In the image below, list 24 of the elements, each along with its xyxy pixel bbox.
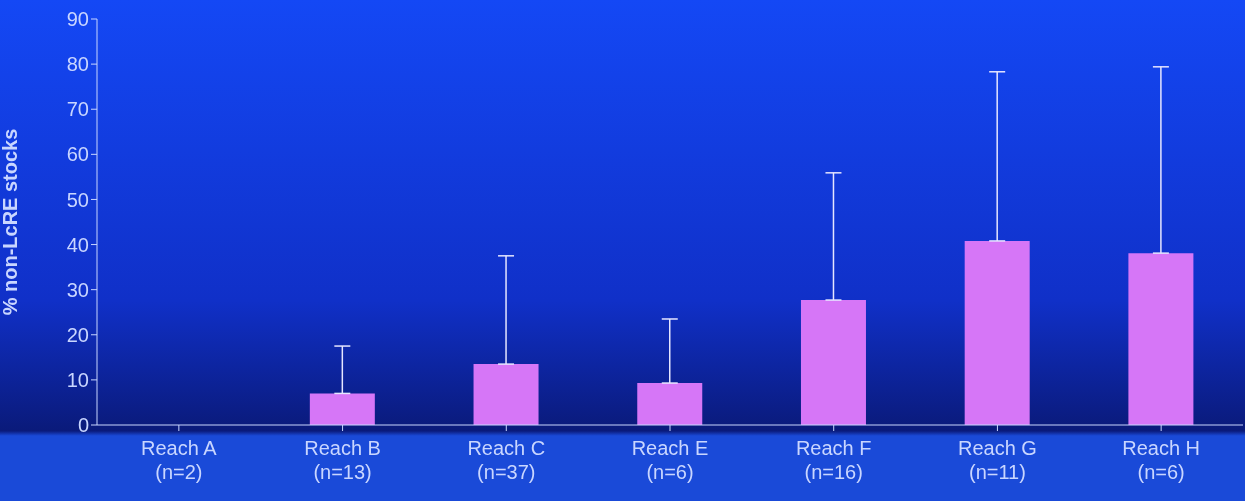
x-tick-label: Reach E (n=6) — [631, 437, 709, 483]
bar — [473, 364, 539, 425]
y-tick-label: 60 — [66, 143, 89, 166]
x-tick-label: Reach B (n=13) — [304, 437, 381, 483]
y-tick-label: 10 — [66, 368, 89, 391]
y-tick-label: 90 — [66, 8, 89, 31]
y-tick-label: 80 — [66, 53, 89, 76]
y-tick-label: 70 — [66, 98, 89, 121]
y-axis-title: % non-LcRE stocks — [0, 128, 22, 316]
x-tick-label: Reach G (n=11) — [957, 437, 1037, 483]
bar — [964, 240, 1030, 425]
bar — [1128, 253, 1194, 425]
x-tick-label: Reach C (n=37) — [467, 437, 546, 483]
y-tick-label: 40 — [66, 233, 89, 256]
y-tick-label: 20 — [66, 323, 89, 346]
bar — [309, 393, 375, 425]
bar — [800, 300, 866, 425]
y-tick-label: 50 — [66, 188, 89, 211]
x-tick-label: Reach F (n=16) — [795, 437, 872, 483]
x-tick-label: Reach H (n=6) — [1122, 437, 1201, 483]
y-tick-label: 30 — [66, 278, 89, 301]
x-tick-label: Reach A (n=2) — [141, 437, 218, 483]
y-tick-label: 0 — [77, 414, 89, 437]
bar — [637, 383, 703, 425]
